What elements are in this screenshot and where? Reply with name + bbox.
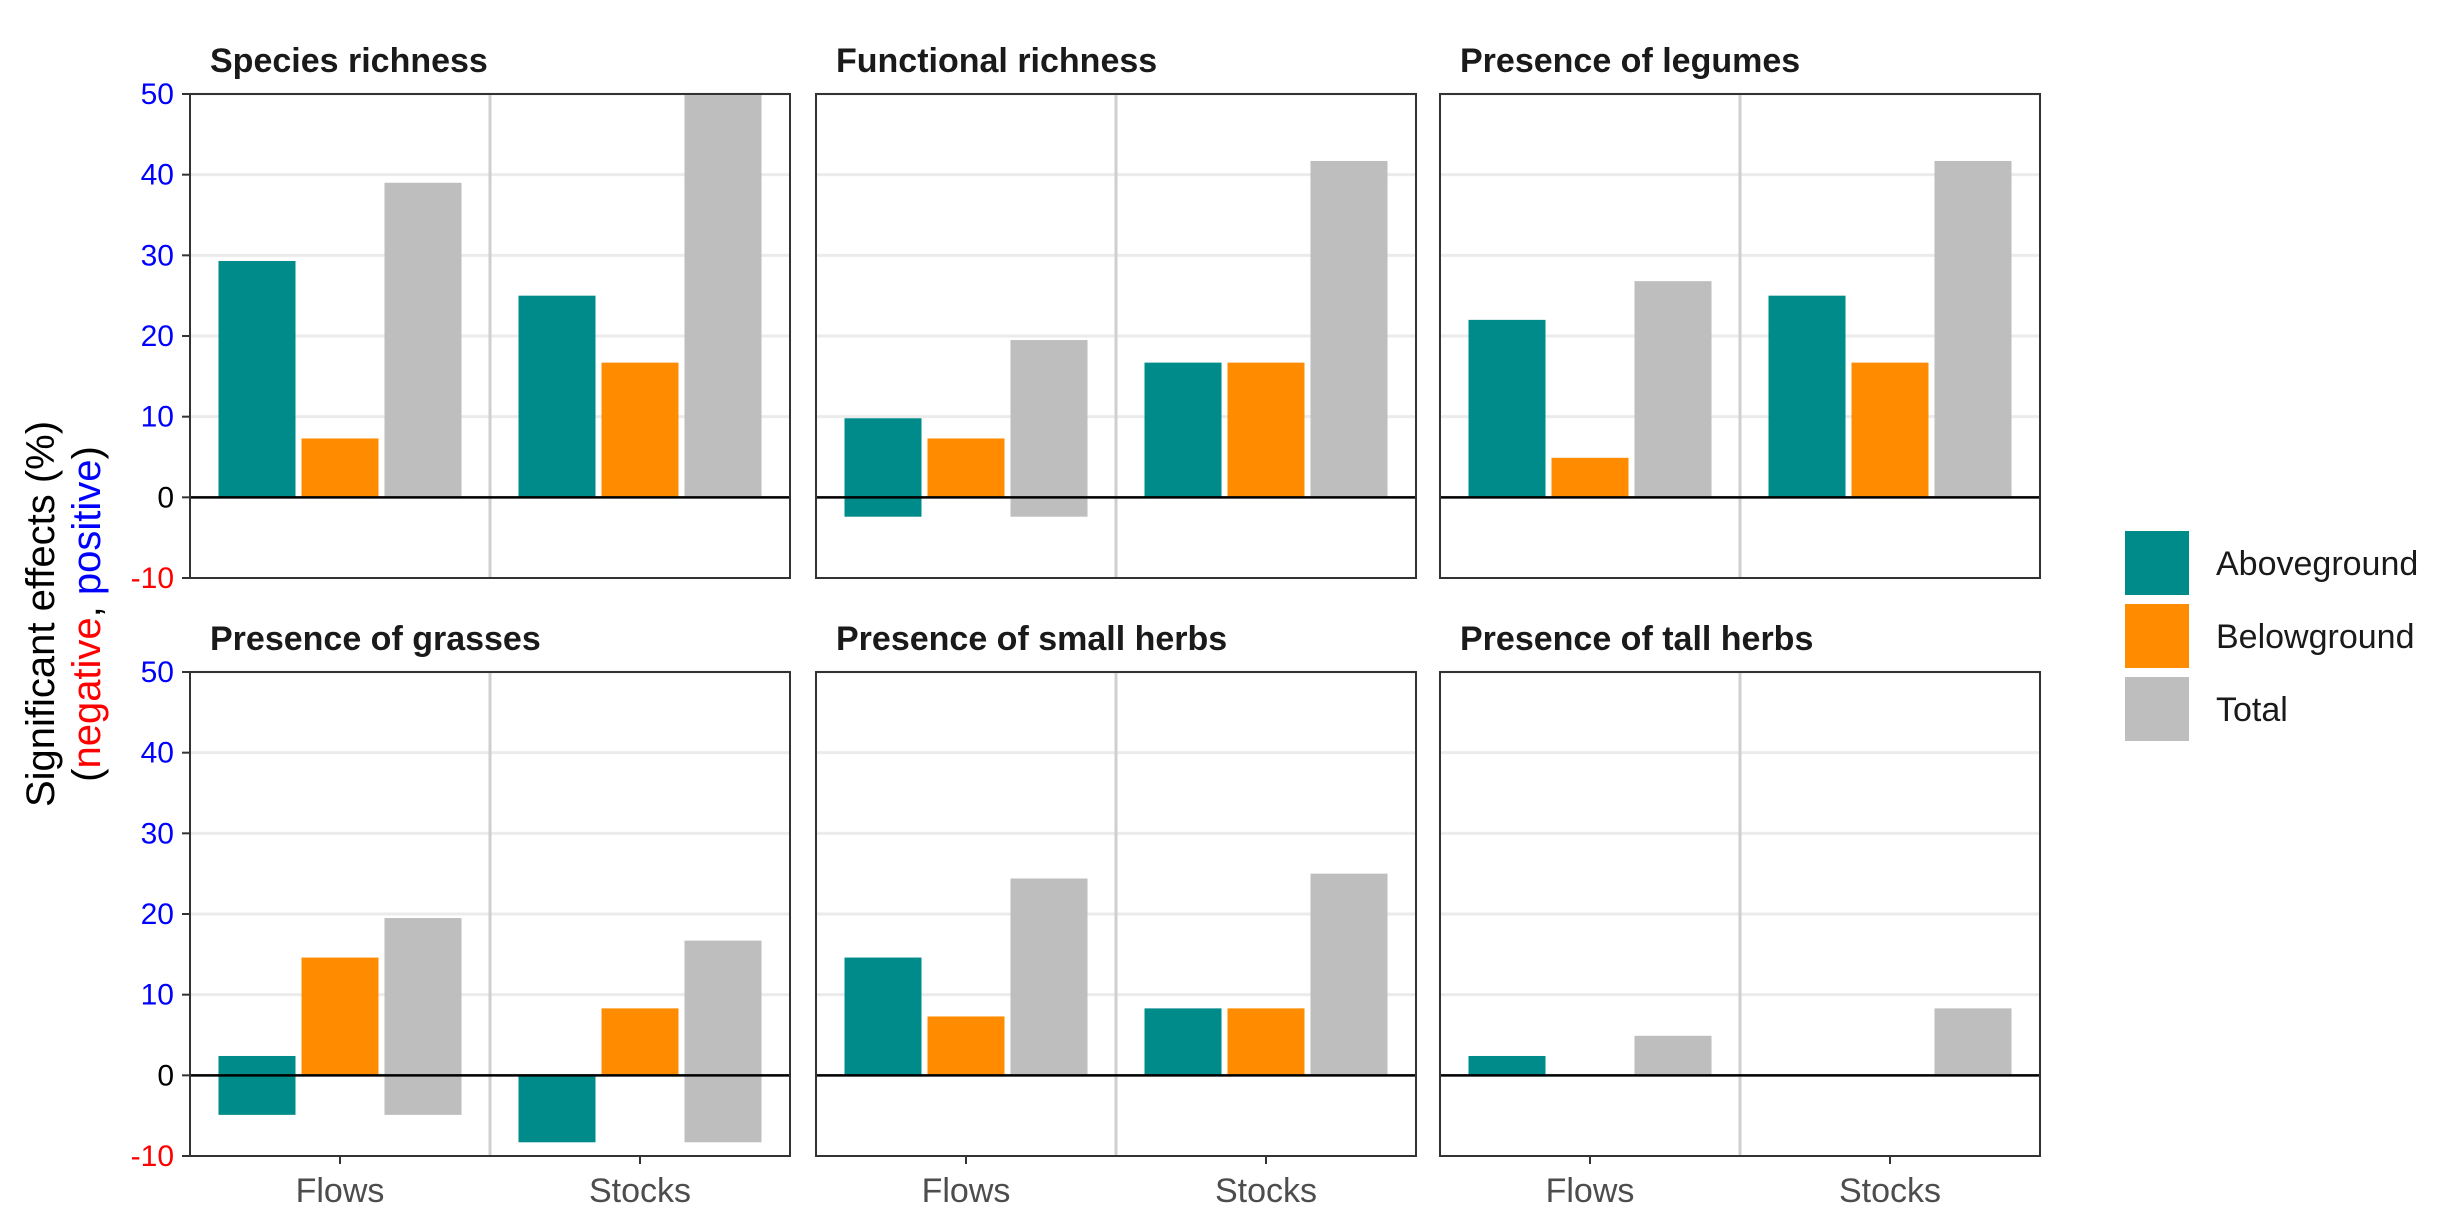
bar-total-flows-positive: [1634, 281, 1712, 498]
legend-label-total: Total: [2216, 691, 2288, 729]
bar-aboveground-stocks-positive: [518, 295, 596, 498]
bar-aboveground-flows-negative: [844, 497, 922, 517]
bar-belowground-flows-positive: [1551, 457, 1629, 498]
bar-total-stocks-positive: [1934, 1008, 2012, 1076]
bar-belowground-stocks-positive: [1227, 362, 1305, 498]
y-tick-label: 40: [141, 159, 174, 192]
bar-aboveground-flows-positive: [1468, 319, 1546, 498]
bar-belowground-flows-positive: [301, 438, 379, 498]
y-tick-label: 20: [141, 320, 174, 353]
bar-aboveground-flows-positive: [218, 1055, 296, 1076]
x-tick-label: Flows: [296, 1172, 385, 1210]
y-axis-label-close: ): [65, 446, 109, 459]
y-tick-label: 20: [141, 898, 174, 931]
bar-belowground-flows-positive: [927, 438, 1005, 498]
panel-border: [815, 671, 1417, 1157]
bar-belowground-stocks-positive: [601, 362, 679, 498]
bar-total-stocks-positive: [684, 94, 762, 498]
y-axis-label: Significant effects (%) (negative, positi…: [19, 421, 109, 807]
panel-title: Functional richness: [836, 42, 1157, 80]
panel-title: Species richness: [210, 42, 488, 80]
y-axis-label-line2: (negative, positive): [65, 446, 109, 782]
y-tick-label: 30: [141, 239, 174, 272]
y-axis-label-positive: positive: [65, 459, 109, 595]
panel-border: [1439, 671, 2041, 1157]
y-tick-label: 10: [141, 979, 174, 1012]
x-tick-label: Stocks: [1839, 1172, 1941, 1210]
legend: Aboveground Belowground Total: [2123, 529, 2418, 743]
y-tick-label: 50: [141, 78, 174, 111]
x-tick-label: Flows: [922, 1172, 1011, 1210]
bar-aboveground-flows-positive: [1468, 1055, 1546, 1076]
bar-belowground-stocks-positive: [1851, 362, 1929, 498]
bar-total-stocks-positive: [1934, 160, 2012, 498]
panel-border: [815, 93, 1417, 579]
y-axis-label-open: (: [65, 768, 109, 782]
y-tick-label: 0: [157, 1059, 174, 1092]
bar-total-stocks-positive: [684, 940, 762, 1076]
panel-title: Presence of tall herbs: [1460, 620, 1813, 658]
bar-aboveground-flows-positive: [218, 260, 296, 498]
bar-aboveground-flows-positive: [844, 957, 922, 1076]
y-axis-label-sep: ,: [65, 595, 109, 617]
panel-2: Functional richness: [815, 42, 1417, 579]
y-tick-label: 40: [141, 737, 174, 770]
bar-aboveground-stocks-negative: [518, 1075, 596, 1143]
y-tick-label: 0: [157, 481, 174, 514]
legend-label-aboveground: Aboveground: [2216, 545, 2418, 583]
legend-key-total: [2123, 675, 2191, 743]
bar-belowground-stocks-positive: [1227, 1008, 1305, 1076]
y-axis-label-negative: negative: [65, 617, 109, 768]
bar-total-flows-negative: [384, 1075, 462, 1115]
y-tick-label: 50: [141, 656, 174, 689]
y-tick-label: -10: [131, 562, 174, 595]
x-tick-label: Flows: [1546, 1172, 1635, 1210]
bar-total-flows-positive: [1010, 340, 1088, 498]
bar-aboveground-stocks-positive: [1768, 295, 1846, 498]
x-tick-label: Stocks: [1215, 1172, 1317, 1210]
y-axis-label-line1: Significant effects (%): [19, 421, 63, 807]
panel-3: Presence of legumes: [1439, 42, 2041, 579]
legend-label-belowground: Belowground: [2216, 618, 2414, 656]
y-tick-label: 10: [141, 401, 174, 434]
bar-belowground-stocks-positive: [601, 1008, 679, 1076]
panel-title: Presence of legumes: [1460, 42, 1800, 80]
bar-total-stocks-negative: [684, 1075, 762, 1143]
legend-key-aboveground: [2123, 529, 2191, 597]
bar-aboveground-flows-positive: [844, 418, 922, 498]
bar-aboveground-flows-negative: [218, 1075, 296, 1115]
bar-belowground-flows-positive: [301, 957, 379, 1076]
legend-key-belowground: [2123, 602, 2191, 670]
y-tick-label: -10: [131, 1140, 174, 1173]
bar-belowground-flows-positive: [927, 1016, 1005, 1076]
y-tick-label: 30: [141, 817, 174, 850]
bar-total-flows-positive: [384, 182, 462, 498]
bar-total-stocks-positive: [1310, 160, 1388, 498]
panel-6: Presence of tall herbs Flows Stocks: [1439, 620, 2041, 1210]
bar-aboveground-stocks-positive: [1144, 362, 1222, 498]
bar-total-flows-negative: [1010, 497, 1088, 517]
panel-border: [1439, 93, 2041, 579]
panel-title: Presence of grasses: [210, 620, 541, 658]
panel-4: Presence of grasses -10 0 10 20 30 40 50 Flows St…: [131, 620, 791, 1210]
bar-aboveground-stocks-positive: [1144, 1008, 1222, 1076]
bar-total-flows-positive: [1634, 1035, 1712, 1076]
panel-title: Presence of small herbs: [836, 620, 1227, 658]
bar-total-flows-positive: [1010, 878, 1088, 1076]
bar-total-stocks-positive: [1310, 873, 1388, 1076]
panel-5: Presence of small herbs Flows Stocks: [815, 620, 1417, 1210]
bar-total-flows-positive: [384, 918, 462, 1076]
x-tick-label: Stocks: [589, 1172, 691, 1210]
panel-1: Species richness -10 0 10 20 30 40 50: [131, 42, 791, 595]
